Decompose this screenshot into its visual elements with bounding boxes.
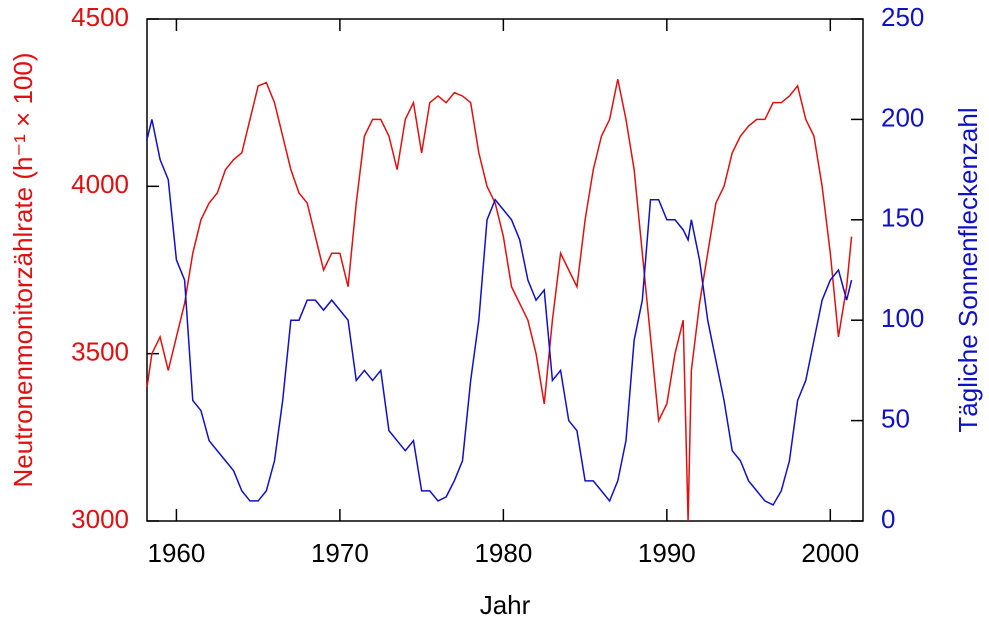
y-tick-label: 4000 [71, 169, 129, 199]
y2-tick-label: 150 [881, 203, 924, 233]
y-axis-label: Neutronenmonitorzählrate (h⁻¹ × 100) [8, 52, 38, 487]
x-axis-label: Jahr [480, 590, 531, 620]
y-tick-label: 3500 [71, 337, 129, 367]
y2-tick-label: 100 [881, 303, 924, 333]
y-tick-label: 4500 [71, 2, 129, 32]
y2-tick-label: 200 [881, 102, 924, 132]
x-tick-label: 1990 [638, 538, 696, 568]
data-line [146, 119, 853, 506]
x-tick-label: 1960 [148, 538, 206, 568]
y2-tick-label: 50 [881, 403, 910, 433]
x-tick-label: 1970 [311, 538, 369, 568]
x-tick-label: 1980 [474, 538, 532, 568]
y-tick-label: 3000 [71, 504, 129, 534]
data-line [146, 79, 853, 522]
y2-tick-label: 250 [881, 2, 924, 32]
y2-axis-label: Tägliche Sonnenfleckenzahl [953, 107, 983, 432]
x-tick-label: 2000 [801, 538, 859, 568]
y2-tick-label: 0 [881, 504, 895, 534]
plot-frame [146, 18, 864, 522]
